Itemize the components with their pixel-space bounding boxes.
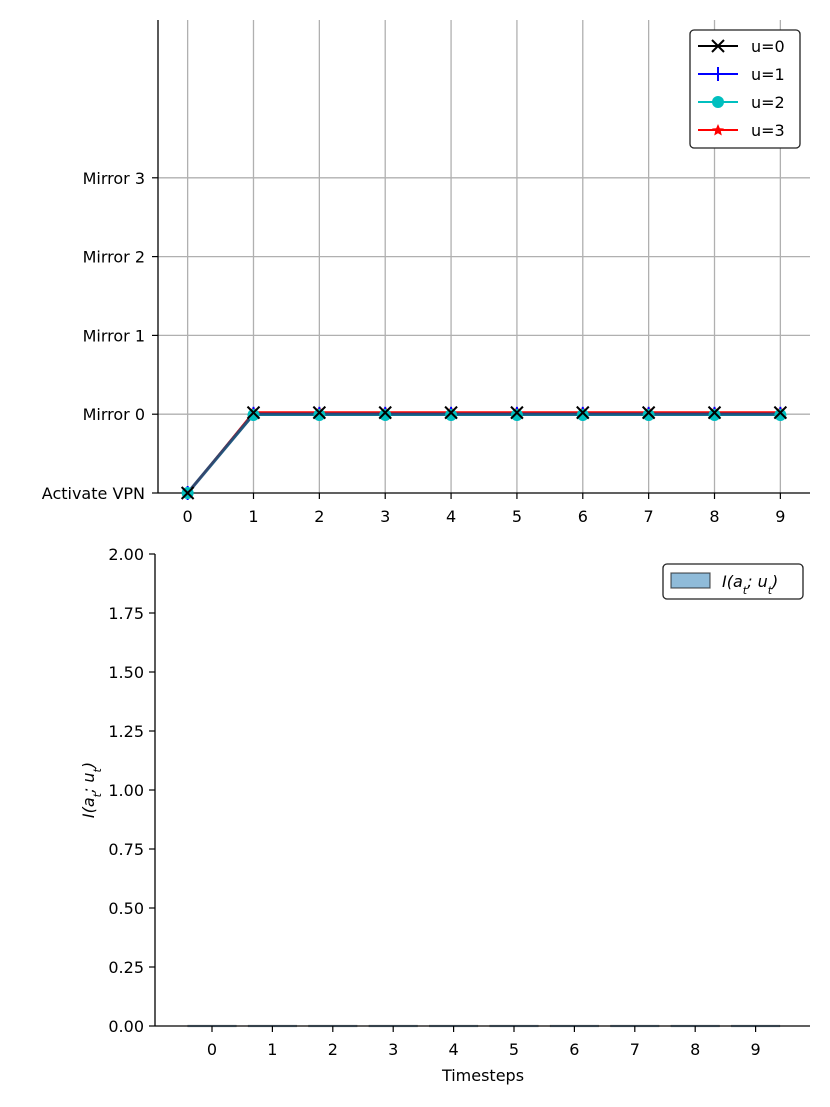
top-x-tick-label: 5: [512, 507, 522, 526]
bottom-y-tick-label: 1.00: [108, 781, 144, 800]
top-y-tick-label: Mirror 3: [83, 169, 145, 188]
legend-entry-u2: u=2: [698, 93, 785, 112]
data-point-circle: [576, 408, 589, 421]
top-y-tick-label: Mirror 2: [83, 248, 145, 267]
top-x-tick-label: 4: [446, 507, 456, 526]
bottom-y-tick-label: 0.50: [108, 899, 144, 918]
legend-entry-u1: u=1: [698, 65, 785, 84]
bottom-y-tick-label: 0.25: [108, 958, 144, 977]
bottom-legend-swatch: [670, 572, 711, 589]
bottom-x-tick-label: 4: [449, 1040, 459, 1059]
data-point-circle: [313, 408, 326, 421]
bottom-y-tick-label: 2.00: [108, 545, 144, 564]
bottom-bar-chart: 0 1 2 3 4 5 6 7 8 9 0.00 0.25 0.50 0.75 1.00 1.25 1.50 1…: [79, 545, 810, 1085]
bottom-x-tick-label: 1: [267, 1040, 277, 1059]
bottom-x-tick-label: 9: [751, 1040, 761, 1059]
data-point-x: [576, 405, 590, 420]
top-x-tick-label: 1: [248, 507, 258, 526]
bottom-x-tick-label: 0: [207, 1040, 217, 1059]
legend-label-u2: u=2: [751, 93, 785, 112]
data-point-circle: [445, 408, 458, 421]
bottom-x-tick-label: 2: [328, 1040, 338, 1059]
top-series-lines: [180, 405, 788, 500]
data-point-circle: [708, 408, 721, 421]
data-point-circle: [642, 408, 655, 421]
bottom-axes: [154, 554, 810, 1027]
top-y-tick-label: Activate VPN: [42, 484, 145, 503]
data-point-x: [444, 405, 458, 420]
top-legend: u=0 u=1 u=2 u=3: [689, 29, 801, 149]
top-line-chart: 0 1 2 3 4 5 6 7 8 9 Activate VPN Mirror 0 Mirror 1 M…: [42, 20, 810, 526]
top-x-tick-label: 2: [314, 507, 324, 526]
top-x-tick-label: 7: [644, 507, 654, 526]
bottom-y-ticks: 0.00 0.25 0.50 0.75 1.00 1.25 1.50 1.75 2.00: [108, 545, 155, 1036]
top-x-tick-label: 6: [578, 507, 588, 526]
legend-label-u1: u=1: [751, 65, 785, 84]
data-point-x: [641, 405, 656, 420]
bottom-x-ticks: 0 1 2 3 4 5 6 7 8 9: [207, 1026, 761, 1059]
top-x-tick-label: 9: [775, 507, 785, 526]
top-x-tick-label: 3: [380, 507, 390, 526]
bottom-x-tick-label: 8: [690, 1040, 700, 1059]
legend-marker-circle: [712, 96, 724, 108]
bottom-x-axis-title: Timesteps: [441, 1066, 524, 1085]
legend-marker-x: [711, 39, 725, 53]
bottom-x-tick-label: 7: [630, 1040, 640, 1059]
top-y-tick-label: Mirror 0: [83, 405, 145, 424]
bottom-y-axis-title: I(at; ut): [79, 762, 104, 818]
data-point-x: [378, 405, 392, 420]
series-line-u3: [186, 411, 781, 494]
data-point-circle: [247, 408, 260, 421]
data-point-circle: [510, 408, 523, 421]
data-point-x: [312, 405, 327, 420]
top-x-tick-label: 0: [183, 507, 193, 526]
bottom-y-tick-label: 1.50: [108, 663, 144, 682]
data-point-circle: [379, 408, 392, 421]
series-line-u2: [186, 413, 781, 494]
top-y-tick-label: Mirror 1: [83, 326, 145, 345]
top-y-ticks: Activate VPN Mirror 0 Mirror 1 Mirror 2 Mirr…: [42, 169, 158, 503]
series-line-u1: [186, 412, 781, 494]
legend-label-u0: u=0: [751, 37, 785, 56]
data-point-x: [510, 405, 524, 420]
bottom-x-tick-label: 5: [509, 1040, 519, 1059]
legend-label-u3: u=3: [751, 121, 785, 140]
series-line-u0: [186, 411, 781, 494]
bottom-y-tick-label: 1.25: [108, 722, 144, 741]
top-x-ticks: 0 1 2 3 4 5 6 7 8 9: [183, 493, 785, 526]
bottom-y-tick-label: 0.00: [108, 1017, 144, 1036]
top-x-tick-label: 8: [709, 507, 719, 526]
legend-entry-u3: u=3: [698, 121, 785, 140]
legend-entry-u0: u=0: [698, 37, 785, 56]
legend-marker-star: [712, 124, 724, 136]
bottom-x-tick-label: 6: [569, 1040, 579, 1059]
bottom-y-tick-label: 1.75: [108, 604, 144, 623]
series-overlap-line: [186, 412, 781, 495]
data-point-x: [180, 486, 195, 500]
data-point-circle: [774, 408, 787, 421]
data-point-x: [707, 405, 722, 420]
bottom-y-tick-label: 0.75: [108, 840, 144, 859]
data-point-x: [773, 405, 788, 420]
bottom-x-tick-label: 3: [388, 1040, 398, 1059]
bottom-legend: I(at; ut): [662, 563, 804, 600]
data-point-x: [246, 405, 261, 420]
top-legend-box: [689, 29, 801, 149]
